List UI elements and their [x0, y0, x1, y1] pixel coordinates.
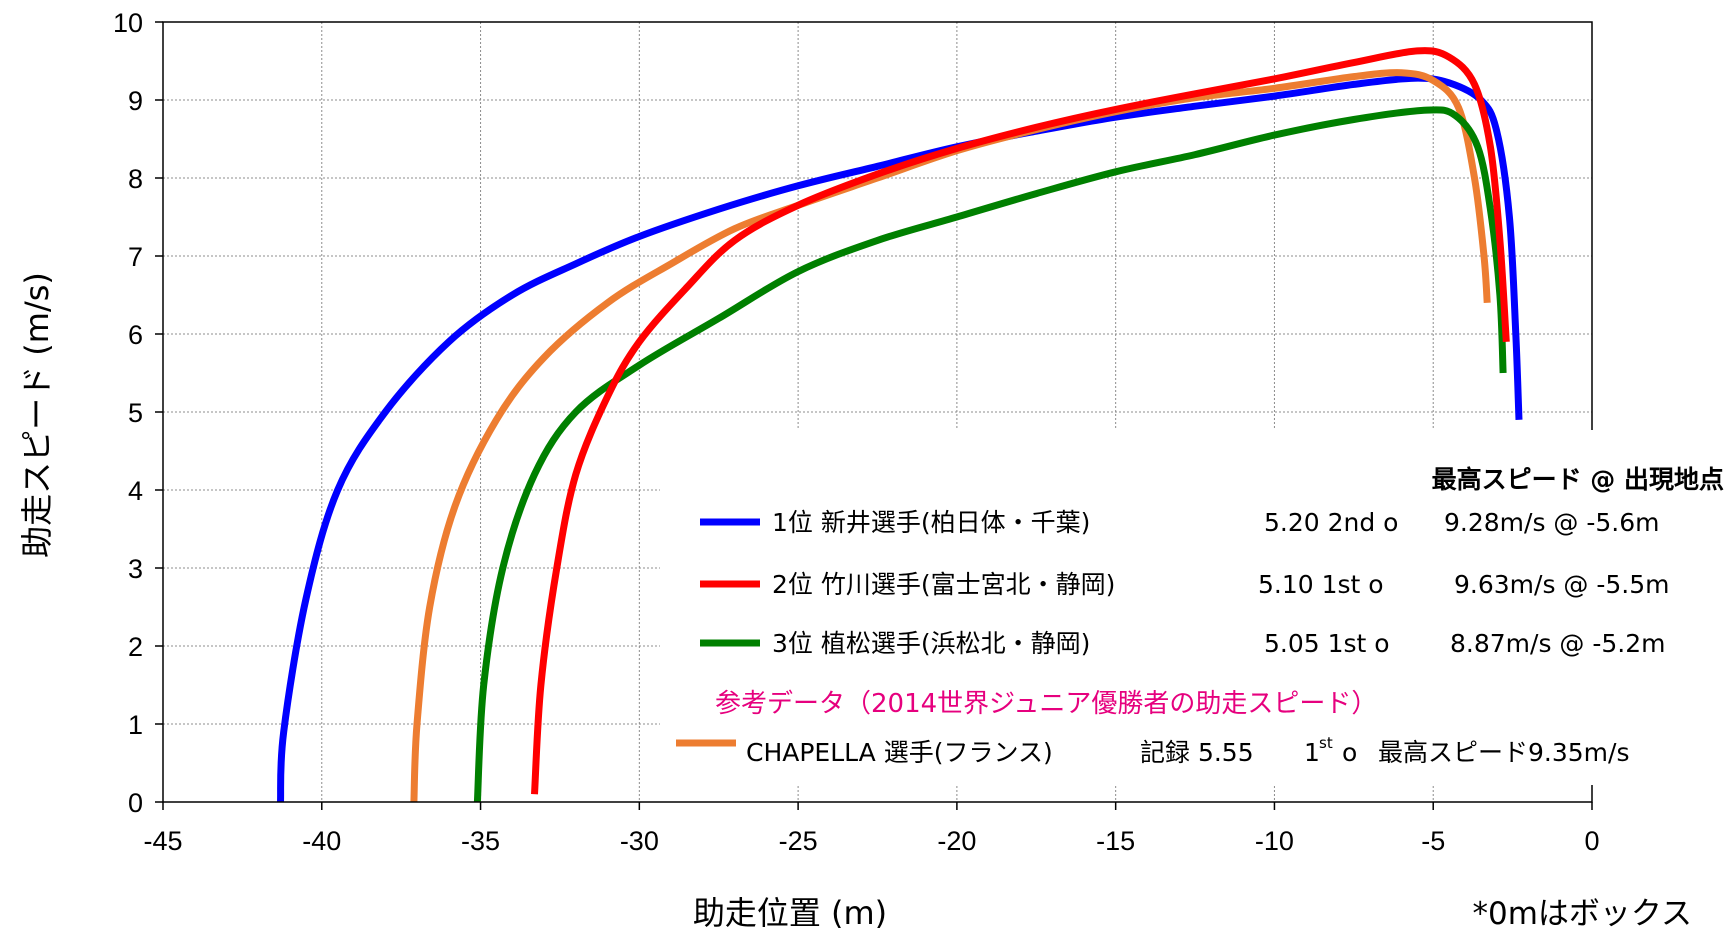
- y-tick-label-1: 1: [128, 710, 143, 740]
- y-tick-label-6: 6: [128, 320, 143, 350]
- y-tick-label-8: 8: [128, 164, 143, 194]
- y-tick-label-10: 10: [113, 8, 143, 38]
- y-tick-label-7: 7: [128, 242, 143, 272]
- legend-record-1: 5.20 2nd o: [1264, 508, 1398, 537]
- box-note: *0mはボックス: [1473, 896, 1693, 932]
- legend-name-2: 2位 竹川選手(富士宮北・静岡): [772, 570, 1115, 599]
- legend-attempt-4: 1: [1304, 738, 1320, 767]
- y-tick-label-5: 5: [128, 398, 143, 428]
- legend-reference-label: 参考データ（2014世界ジュニア優勝者の助走スピード）: [715, 689, 1377, 719]
- legend-attempt-suffix-4: st: [1319, 734, 1333, 752]
- x-tick-label-3: -30: [620, 826, 659, 856]
- legend-background: [660, 430, 1730, 785]
- legend-peak-3: 8.87m/s @ -5.2m: [1450, 629, 1666, 658]
- x-tick-label-5: -20: [937, 826, 976, 856]
- legend-peak-2: 9.63m/s @ -5.5m: [1454, 570, 1670, 599]
- x-tick-label-8: -5: [1421, 826, 1445, 856]
- legend-name-4: CHAPELLA 選手(フランス): [746, 738, 1053, 767]
- x-tick-label-7: -10: [1255, 826, 1294, 856]
- legend-header: 最高スピード @ 出現地点: [1432, 465, 1724, 494]
- legend: 最高スピード @ 出現地点 1位 新井選手(柏日体・千葉) 5.20 2nd o…: [660, 430, 1730, 785]
- x-tick-label-2: -35: [461, 826, 500, 856]
- y-tick-label-9: 9: [128, 86, 143, 116]
- legend-name-3: 3位 植松選手(浜松北・静岡): [772, 629, 1090, 658]
- legend-attempt-mark-4: o: [1342, 738, 1357, 767]
- tick-labels: -45 -40 -35 -30 -25 -20 -15 -10 -5 0 0 1 2 3 4 5 6 7 8 9 10: [113, 8, 1600, 856]
- series-line-2: [531, 47, 1510, 795]
- x-tick-label-6: -15: [1096, 826, 1135, 856]
- series-lines: [277, 47, 1523, 803]
- axes: [155, 21, 1593, 810]
- x-tick-label-0: -45: [143, 826, 182, 856]
- x-tick-label-1: -40: [302, 826, 341, 856]
- x-tick-label-9: 0: [1584, 826, 1599, 856]
- y-tick-label-0: 0: [128, 788, 143, 818]
- legend-record-2: 5.10 1st o: [1258, 570, 1384, 599]
- y-tick-label-4: 4: [128, 476, 143, 506]
- x-axis-title: 助走位置 (m): [693, 894, 887, 932]
- legend-peak-4: 最高スピード9.35m/s: [1378, 738, 1629, 767]
- legend-name-1: 1位 新井選手(柏日体・千葉): [772, 508, 1090, 537]
- legend-record-3: 5.05 1st o: [1264, 629, 1390, 658]
- y-tick-label-3: 3: [128, 554, 143, 584]
- series-line-3: [473, 106, 1507, 803]
- legend-peak-1: 9.28m/s @ -5.6m: [1444, 508, 1660, 537]
- y-tick-label-2: 2: [128, 632, 143, 662]
- x-tick-label-4: -25: [779, 826, 818, 856]
- y-axis-title: 助走スピード (m/s): [18, 272, 56, 558]
- legend-record-4: 記録 5.55: [1140, 738, 1254, 767]
